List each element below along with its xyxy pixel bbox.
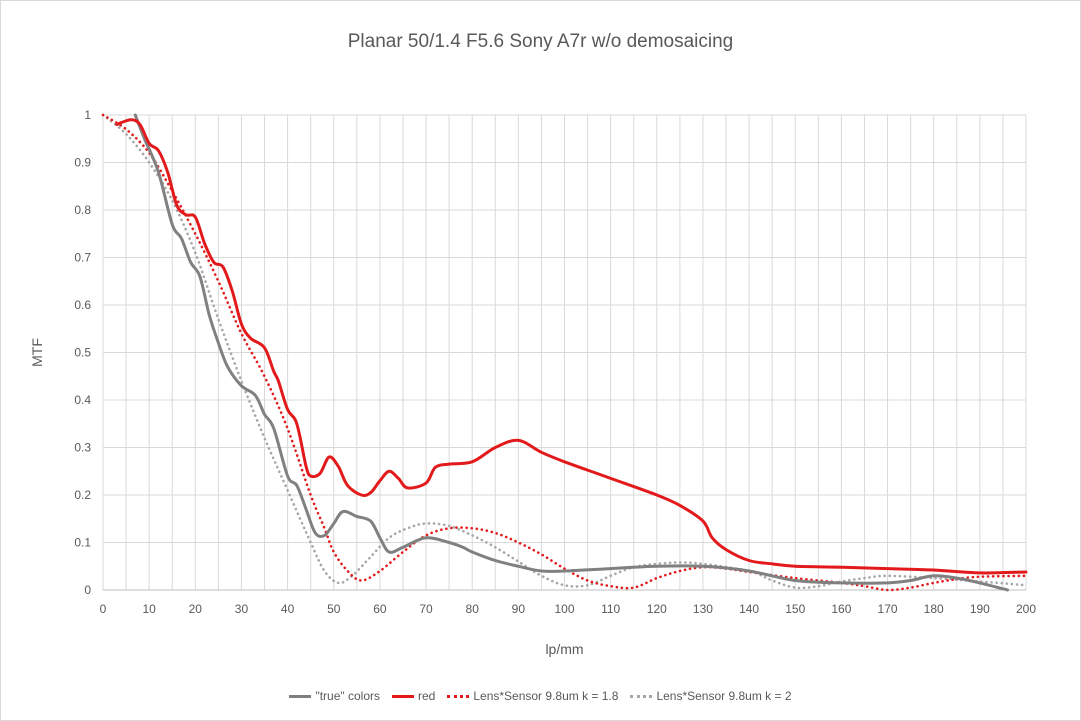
series-line-3 <box>101 113 1028 592</box>
legend-label: Lens*Sensor 9.8um k = 1.8 <box>473 689 619 703</box>
legend-item: "true" colors <box>289 689 380 703</box>
legend-swatch <box>447 694 470 698</box>
x-axis-label: lp/mm <box>545 641 583 657</box>
x-tick-label: 150 <box>785 602 805 616</box>
y-tick-label: 0.9 <box>74 156 91 170</box>
x-tick-label: 130 <box>693 602 713 616</box>
y-axis-label: MTF <box>29 338 45 367</box>
x-tick-label: 0 <box>100 602 107 616</box>
y-tick-label: 0.8 <box>74 203 91 217</box>
legend-swatch <box>289 694 312 698</box>
y-tick-label: 0.6 <box>74 298 91 312</box>
x-tick-label: 180 <box>924 602 944 616</box>
x-tick-label: 100 <box>554 602 574 616</box>
x-tick-label: 110 <box>601 602 620 616</box>
y-tick-label: 1 <box>84 108 91 122</box>
x-tick-label: 30 <box>235 602 249 616</box>
legend-label: red <box>418 689 436 703</box>
x-tick-label: 140 <box>739 602 759 616</box>
x-tick-label: 10 <box>142 602 156 616</box>
series-line-1 <box>133 113 1009 592</box>
x-tick-label: 170 <box>878 602 898 616</box>
x-tick-label: 190 <box>970 602 990 616</box>
y-tick-label: 0.5 <box>74 346 91 360</box>
x-tick-label: 40 <box>281 602 295 616</box>
x-tick-label: 160 <box>831 602 851 616</box>
legend-label: "true" colors <box>315 689 380 703</box>
y-tick-label: 0.2 <box>74 488 91 502</box>
y-tick-label: 0 <box>84 583 91 597</box>
chart-title: Planar 50/1.4 F5.6 Sony A7r w/o demosaic… <box>347 31 734 52</box>
x-tick-label: 50 <box>327 602 341 616</box>
legend-swatch <box>630 694 653 698</box>
y-tick-label: 0.4 <box>74 393 91 407</box>
y-tick-label: 0.1 <box>74 536 91 550</box>
y-tick-label: 0.7 <box>74 251 91 265</box>
series-line-4 <box>101 113 1028 590</box>
x-tick-label: 60 <box>373 602 387 616</box>
legend-item: Lens*Sensor 9.8um k = 1.8 <box>447 689 618 703</box>
x-tick-label: 120 <box>647 602 667 616</box>
x-tick-label: 200 <box>1016 602 1036 616</box>
legend-item: Lens*Sensor 9.8um k = 2 <box>630 689 792 703</box>
x-tick-label: 80 <box>466 602 480 616</box>
y-tick-label: 0.3 <box>74 441 91 455</box>
legend-swatch <box>392 694 414 698</box>
x-tick-label: 70 <box>419 602 433 616</box>
x-tick-label: 90 <box>512 602 526 616</box>
legend-item: red <box>392 689 435 703</box>
x-tick-label: 20 <box>189 602 203 616</box>
legend: "true" colors red Lens*Sensor 9.8um k = 1.… <box>0 689 1081 703</box>
series-line-2 <box>115 118 1028 575</box>
legend-label: Lens*Sensor 9.8um k = 2 <box>656 689 792 703</box>
